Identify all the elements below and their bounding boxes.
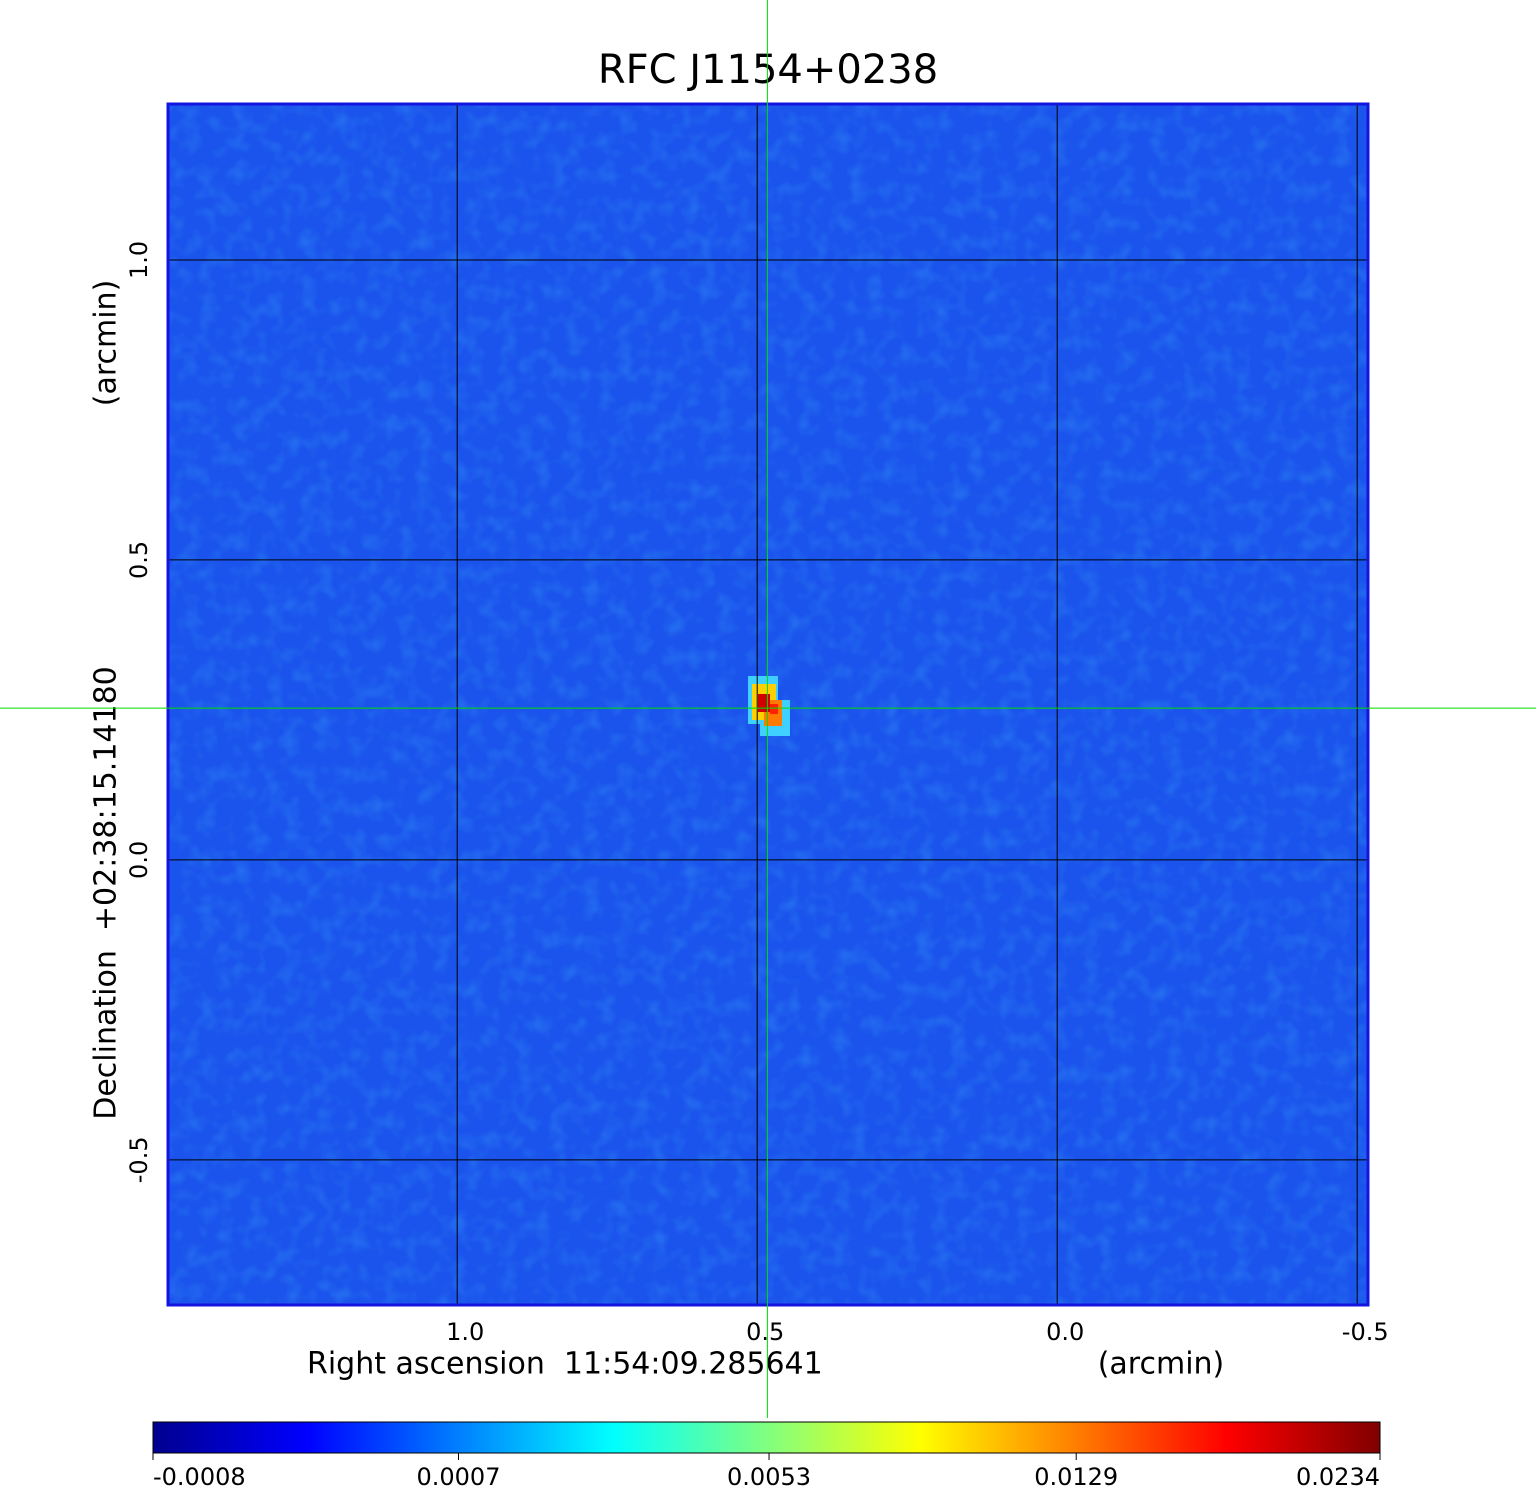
x-axis-label: Right ascension 11:54:09.285641 [307, 1347, 823, 1382]
plot-frame [166, 102, 1370, 1307]
y-axis-unit: (arcmin) [89, 280, 124, 407]
colorbar-tick-label: 0.0053 [727, 1463, 811, 1491]
chart-title: RFC J1154+0238 [598, 47, 938, 93]
y-tick-label: 1.0 [125, 241, 153, 279]
source-peak [758, 694, 770, 712]
y-axis-label: Declination +02:38:15.14180 [89, 666, 124, 1120]
x-tick-label: 0.5 [746, 1318, 784, 1346]
y-tick-label: -0.5 [125, 1136, 153, 1183]
y-tick-label: 0.5 [125, 541, 153, 579]
colorbar [152, 1421, 1381, 1454]
source [748, 676, 790, 736]
image-field [168, 104, 1368, 1305]
source-peak [770, 704, 778, 714]
x-tick-label: 1.0 [446, 1318, 484, 1346]
grid [168, 104, 1368, 1305]
x-axis-unit: (arcmin) [1098, 1347, 1225, 1382]
colorbar-tick-label: 0.0234 [1296, 1463, 1380, 1491]
colorbar-tick-label: 0.0007 [416, 1463, 500, 1491]
x-tick-label: 0.0 [1046, 1318, 1084, 1346]
colorbar-tick-label: -0.0008 [153, 1463, 246, 1491]
y-tick-label: 0.0 [125, 841, 153, 879]
x-tick-label: -0.5 [1342, 1318, 1389, 1346]
colorbar-tick-label: 0.0129 [1034, 1463, 1118, 1491]
